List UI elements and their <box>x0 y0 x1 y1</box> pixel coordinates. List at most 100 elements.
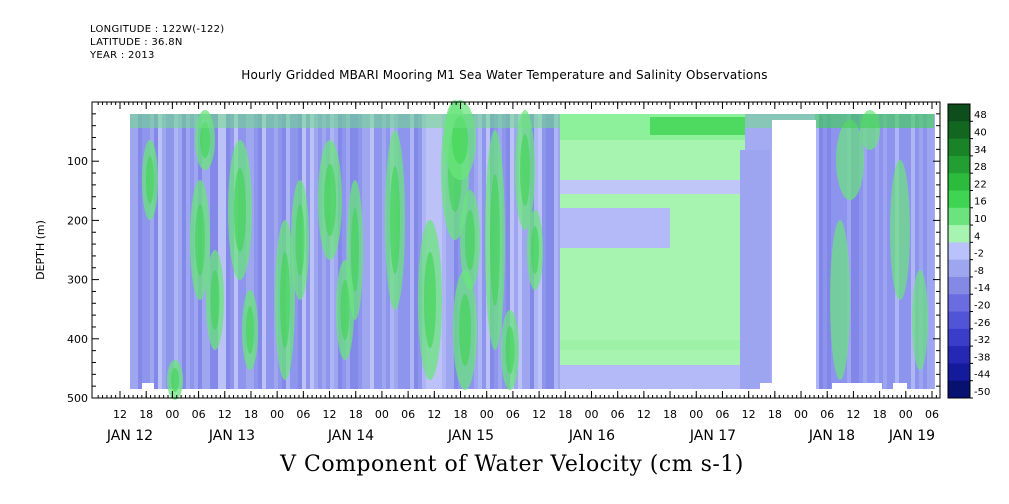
x-tick-label: 18 <box>139 408 153 421</box>
x-day-label: JAN 19 <box>888 428 935 444</box>
field-column <box>362 114 366 389</box>
y-tick-label: 300 <box>67 274 88 287</box>
field-column <box>378 114 382 389</box>
x-tick-label: 12 <box>846 408 860 421</box>
field-positive-core <box>459 294 471 366</box>
colorbar-label: -20 <box>974 300 990 311</box>
y-tick-label: 500 <box>67 392 88 405</box>
field-column <box>162 114 166 389</box>
field-positive-core <box>295 204 305 276</box>
field-positive-core <box>531 226 539 274</box>
field-column <box>130 114 134 389</box>
field-column <box>406 114 410 389</box>
field-column <box>855 114 859 389</box>
field-column <box>382 114 386 389</box>
field-column <box>314 114 318 389</box>
colorbar-swatch <box>948 363 970 382</box>
field-column <box>318 114 322 389</box>
x-tick-label: 00 <box>270 408 284 421</box>
x-tick-label: 06 <box>192 408 206 421</box>
x-day-label: JAN 12 <box>106 428 153 444</box>
field-column <box>450 114 454 389</box>
x-tick-label: 06 <box>506 408 520 421</box>
x-day-label: JAN 18 <box>808 428 855 444</box>
chart-title: Hourly Gridded MBARI Mooring M1 Sea Wate… <box>241 68 768 82</box>
x-tick-label: 18 <box>558 408 572 421</box>
field-column <box>510 114 514 389</box>
field-column <box>911 114 915 389</box>
field-positive-patch <box>912 270 928 370</box>
field-column <box>867 114 871 389</box>
field-smooth-band <box>560 365 745 389</box>
field-column <box>158 114 162 389</box>
x-day-label: JAN 14 <box>327 428 374 444</box>
colorbar-swatch <box>948 276 970 295</box>
field-smooth-band <box>560 180 745 194</box>
y-tick-label: 200 <box>67 214 88 227</box>
colorbar-label: -2 <box>974 249 984 260</box>
colorbar-label: -38 <box>974 352 990 363</box>
x-tick-label: 00 <box>689 408 703 421</box>
colorbar-swatch <box>948 346 970 364</box>
field-column <box>879 114 883 389</box>
x-tick-label: 18 <box>244 408 258 421</box>
field-smooth-band <box>560 208 670 248</box>
field-positive-core <box>234 168 246 252</box>
field-positive-core <box>424 252 436 348</box>
field-column <box>210 114 214 389</box>
colorbar-swatch <box>948 294 970 313</box>
field-transition <box>740 150 770 389</box>
field-positive-core <box>195 204 205 276</box>
field-smooth-peak <box>650 117 745 135</box>
field-positive-core <box>490 174 500 306</box>
field-column <box>927 114 931 389</box>
x-tick-label: 12 <box>323 408 337 421</box>
colorbar-swatch <box>948 328 970 347</box>
plot-border <box>91 101 941 399</box>
field-column <box>522 114 526 389</box>
field-column <box>506 114 510 389</box>
field-column <box>518 114 522 389</box>
field-column <box>134 114 138 389</box>
field-column <box>270 114 274 389</box>
field-column <box>550 114 554 389</box>
field-column <box>338 114 342 389</box>
field-positive-core <box>505 326 515 374</box>
y-axis: DEPTH (m) 100 200 300 400 500 <box>34 101 940 405</box>
x-tick-label: 12 <box>637 408 651 421</box>
field-positive-patch <box>830 220 850 380</box>
y-axis-title: DEPTH (m) <box>34 220 47 280</box>
colorbar-border <box>947 103 971 399</box>
colorbar-swatch <box>948 259 970 278</box>
field-positive-core <box>210 270 220 330</box>
field-column <box>182 114 186 389</box>
x-tick-label: 12 <box>113 408 127 421</box>
field-positive-core <box>340 280 350 340</box>
x-tick-label: 18 <box>663 408 677 421</box>
field-column <box>923 114 927 389</box>
field-smooth-band <box>560 340 745 350</box>
colorbar-label: -44 <box>974 370 990 381</box>
latitude-label: LATITUDE : 36.8N <box>90 37 183 48</box>
field-positive-core <box>351 208 359 292</box>
x-tick-label: 00 <box>584 408 598 421</box>
field-column <box>410 114 414 389</box>
x-tick-label: 06 <box>401 408 415 421</box>
field-column <box>915 114 919 389</box>
colorbar-label: 22 <box>974 179 987 190</box>
field-column <box>847 114 851 389</box>
x-tick-label: 18 <box>454 408 468 421</box>
colorbar-label: 40 <box>974 128 987 139</box>
field-column <box>546 114 550 389</box>
colorbar-label: -32 <box>974 335 990 346</box>
field-column <box>883 114 887 389</box>
field-column <box>414 114 418 389</box>
field-column <box>919 114 923 389</box>
missing-data-gap <box>772 120 816 390</box>
missing-data-gap <box>832 383 882 391</box>
field-column <box>554 114 558 389</box>
x-day-label: JAN 16 <box>568 428 615 444</box>
colorbar: 48 40 34 28 22 16 10 4 -2 -8 -14 -20 -26 -32 -38 -44 -50 <box>947 103 990 399</box>
field-column <box>859 114 863 389</box>
x-tick-label: 12 <box>218 408 232 421</box>
